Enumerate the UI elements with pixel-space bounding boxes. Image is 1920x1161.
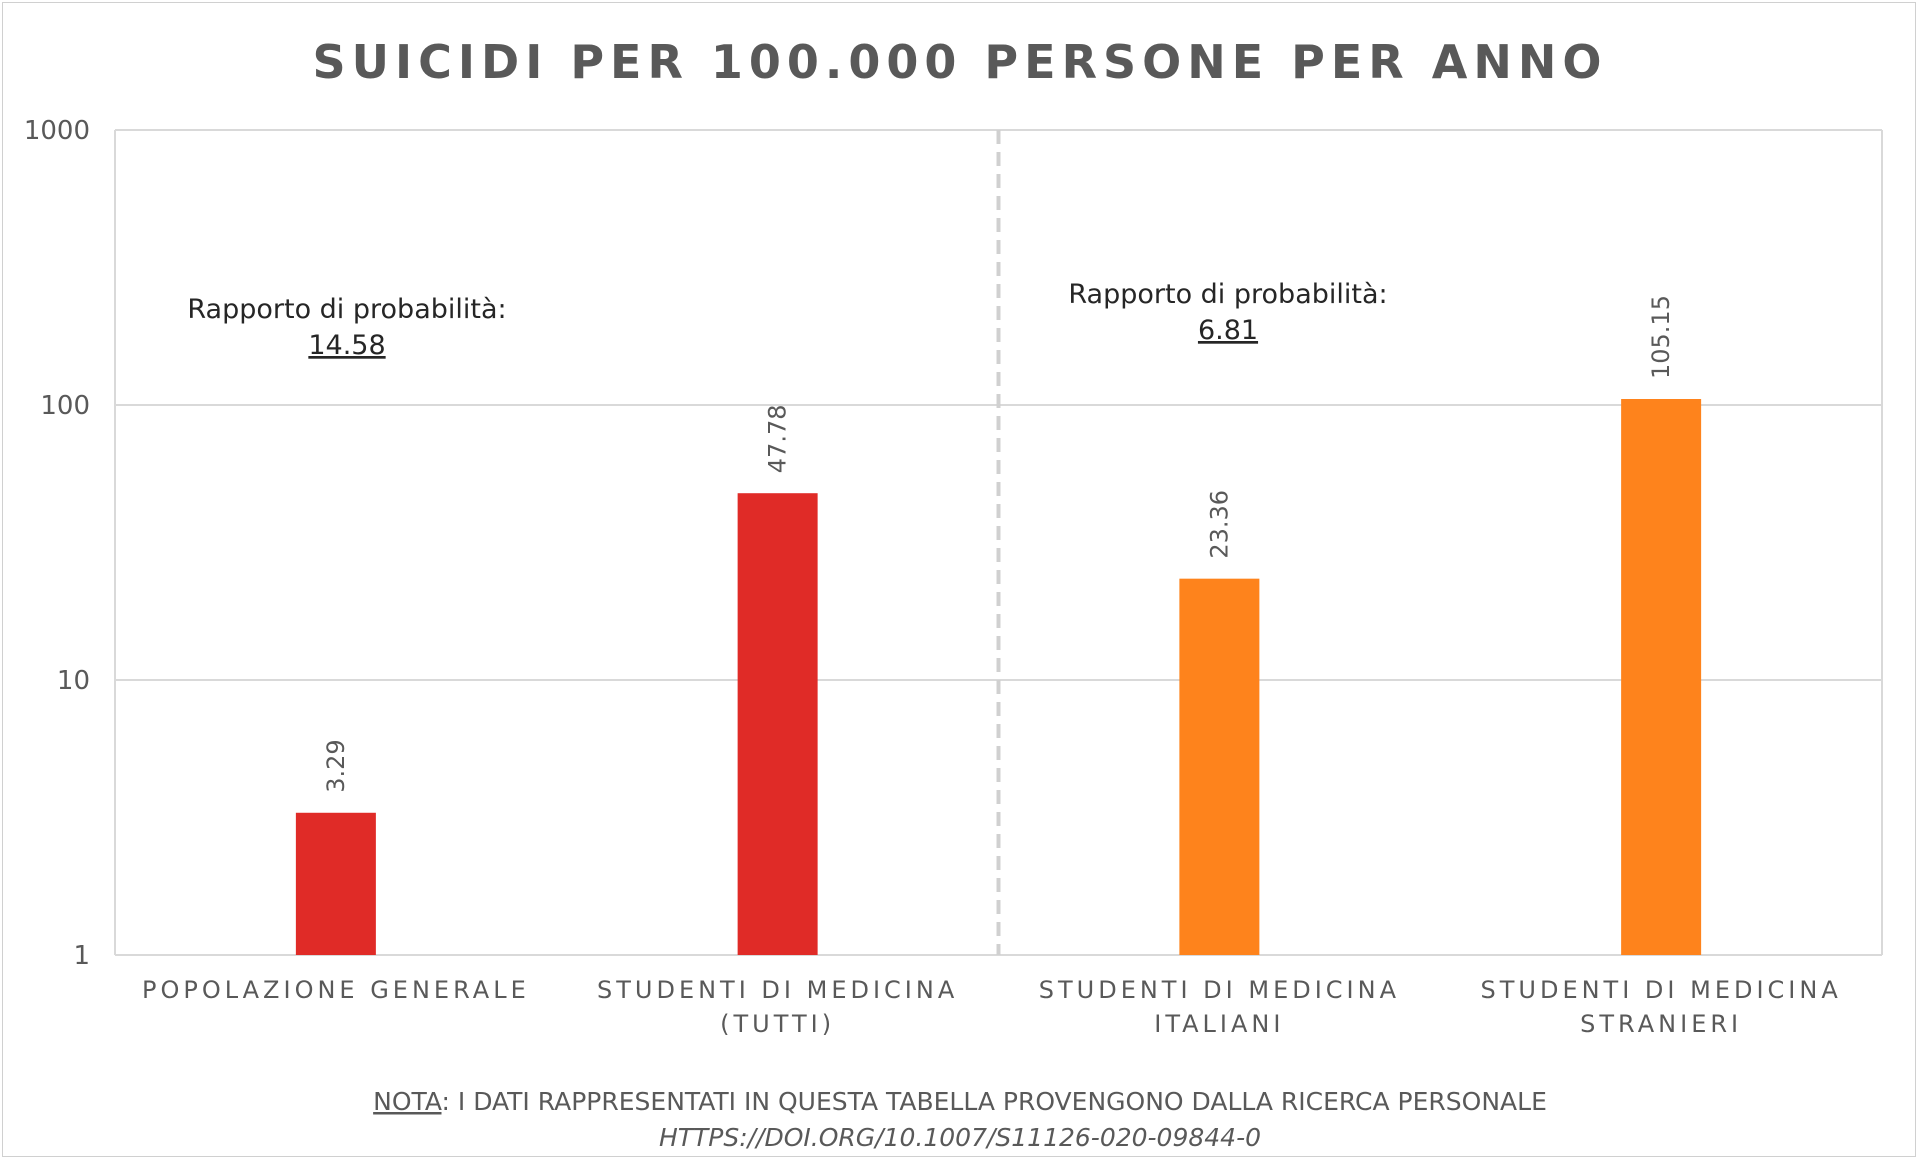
- category-label: STUDENTI DI MEDICINA: [1039, 976, 1400, 1004]
- category-label: ITALIANI: [1154, 1010, 1284, 1038]
- y-tick-label: 1000: [24, 116, 90, 146]
- category-label-layer: POPOLAZIONE GENERALE STUDENTI DI MEDICINA…: [142, 976, 1842, 1038]
- data-label: 3.29: [322, 739, 350, 792]
- category-label: STUDENTI DI MEDICINA: [1481, 976, 1842, 1004]
- data-label: 23.36: [1205, 490, 1233, 559]
- note-layer: NOTA: I DATI RAPPRESENTATI IN QUESTA TAB…: [373, 1087, 1547, 1152]
- annotation-label: Rapporto di probabilità:: [187, 294, 506, 325]
- data-label: 47.78: [764, 404, 792, 473]
- chart-title: SUICIDI PER 100.000 PERSONE PER ANNO: [313, 35, 1608, 89]
- y-axis-tick-labels: 1 10 100 1000: [24, 116, 90, 971]
- category-label: POPOLAZIONE GENERALE: [142, 976, 530, 1004]
- note-body: : I DATI RAPPRESENTATI IN QUESTA TABELLA…: [442, 1087, 1547, 1116]
- bar: [1621, 399, 1702, 955]
- annotation-value: 14.58: [308, 330, 385, 361]
- category-label: STUDENTI DI MEDICINA: [597, 976, 958, 1004]
- bar: [1179, 578, 1260, 955]
- grid-layer: [114, 129, 1883, 956]
- data-label: 105.15: [1647, 295, 1675, 379]
- annotation-layer: Rapporto di probabilità: 14.58 Rapporto di…: [187, 279, 1387, 361]
- annotation-value: 6.81: [1198, 315, 1258, 346]
- y-tick-label: 1: [73, 941, 90, 971]
- y-tick-label: 100: [40, 391, 90, 421]
- note-link: HTTPS://DOI.ORG/10.1007/S11126-020-09844…: [659, 1123, 1261, 1152]
- category-label: (TUTTI): [720, 1010, 835, 1038]
- category-label: STRANIERI: [1580, 1010, 1742, 1038]
- y-tick-label: 10: [57, 666, 90, 696]
- annotation-label: Rapporto di probabilità:: [1068, 279, 1387, 310]
- note-prefix: NOTA: [373, 1087, 442, 1116]
- bar: [295, 812, 376, 955]
- bar: [737, 493, 818, 955]
- note-text: NOTA: I DATI RAPPRESENTATI IN QUESTA TAB…: [373, 1087, 1547, 1116]
- bar-layer: [295, 399, 1702, 955]
- data-label-layer: 3.29 47.78 23.36 105.15: [322, 295, 1675, 793]
